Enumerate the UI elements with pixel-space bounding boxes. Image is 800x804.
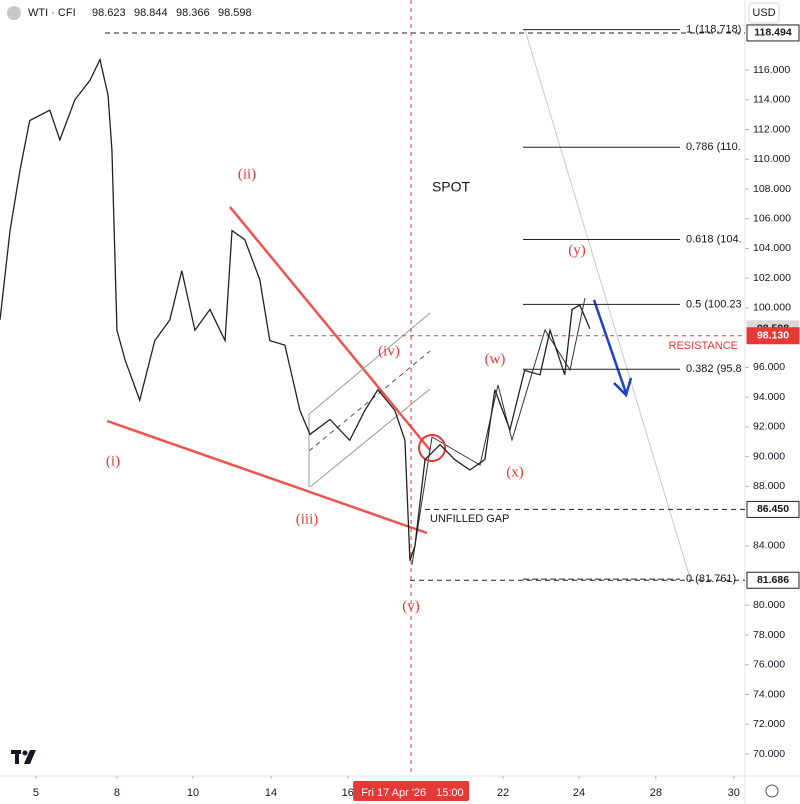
y-tick-label: 106.000	[753, 213, 791, 225]
y-tick-label: 88.000	[753, 480, 785, 492]
price-tag-label: 98.130	[757, 330, 789, 342]
drawings	[106, 29, 691, 579]
highlight-circle	[418, 434, 446, 462]
wave-label: (y)	[568, 242, 586, 258]
symbol-icon	[7, 6, 21, 20]
ohlc: 98.598	[218, 7, 252, 19]
y-tick-label: 70.000	[753, 748, 785, 760]
x-tick-label: 16	[342, 787, 354, 799]
y-tick-label: 90.000	[753, 450, 785, 462]
wave-label: (iii)	[296, 511, 319, 527]
y-tick-label: 110.000	[753, 153, 790, 165]
price-tag	[746, 24, 800, 42]
price-tag	[746, 571, 800, 589]
settings-icon[interactable]	[765, 784, 779, 798]
wave-label: (w)	[485, 351, 506, 367]
trendline	[106, 419, 428, 535]
fib-label: 0.382 (95.8	[686, 363, 742, 375]
logo	[11, 750, 36, 764]
x-tick-label: 22	[497, 787, 509, 799]
crosshair-tag	[353, 781, 470, 801]
y-tick-label: 100.000	[753, 302, 791, 314]
arrow-head	[613, 377, 633, 398]
wave-label: (v)	[402, 598, 420, 614]
y-tick-label: 92.000	[753, 421, 785, 433]
y-tick-label: 74.000	[753, 688, 785, 700]
annotation: RESISTANCE	[669, 340, 738, 352]
crosshair-time: 15:00	[436, 787, 464, 799]
y-tick-label: 104.000	[753, 242, 791, 254]
currency-box[interactable]	[748, 2, 780, 24]
y-tick-label: 116.000	[753, 64, 790, 76]
fib-label: 0.618 (104.	[686, 233, 742, 245]
y-tick-label: 76.000	[753, 659, 785, 671]
x-tick-label: 10	[187, 787, 199, 799]
y-tick-label: 114.000	[753, 94, 790, 106]
x-tick-label: 5	[33, 787, 39, 799]
price-tag-label: 81.686	[757, 574, 789, 586]
y-tick-label: 102.000	[753, 272, 791, 284]
channel-line	[307, 312, 431, 416]
wave-label: (x)	[506, 464, 524, 480]
fib-label: 1 (118.718)	[686, 24, 741, 36]
trendline	[229, 206, 431, 451]
y-tick-label: 72.000	[753, 718, 785, 730]
logo-part	[24, 750, 36, 764]
wave-label: (iv)	[378, 343, 400, 359]
annotation: SPOT	[432, 179, 471, 195]
fib-label: 0.786 (110.	[686, 141, 741, 153]
wave-label: (ii)	[238, 166, 256, 182]
x-tick-label: 28	[650, 787, 662, 799]
annotation: UNFILLED GAP	[430, 513, 509, 525]
y-tick-label: 78.000	[753, 629, 785, 641]
price-tag	[746, 327, 800, 345]
y-tick-label: 80.000	[753, 599, 785, 611]
channel-line	[308, 350, 431, 452]
arrow	[592, 299, 628, 394]
logo-part	[15, 750, 19, 764]
ohlc: 98.623	[92, 7, 126, 19]
symbol: WTI · CFI	[28, 7, 76, 19]
logo-part	[22, 750, 28, 756]
y-tick-label: 94.000	[753, 391, 785, 403]
fib-label: 0.5 (100.23	[686, 298, 742, 310]
x-tick-label: 8	[114, 787, 120, 799]
price-tag	[746, 500, 800, 518]
y-tick-label: 112.000	[753, 123, 790, 135]
y-tick-label: 96.000	[753, 361, 785, 373]
y-tick-label: 108.000	[753, 183, 791, 195]
channel-line	[309, 388, 431, 488]
y-tick-label: 84.000	[753, 540, 785, 552]
x-tick-label: 24	[573, 787, 585, 799]
crosshair-date: Fri 17 Apr '26	[361, 787, 426, 799]
ohlc: 98.366	[176, 7, 210, 19]
x-tick-label: 30	[728, 787, 740, 799]
ohlc: 98.844	[134, 7, 168, 19]
currency: USD	[752, 7, 775, 19]
fib-label: 0 (81.761)	[686, 573, 736, 585]
price-tag-label: 86.450	[757, 503, 789, 515]
wave-label: (i)	[106, 453, 120, 469]
x-tick-label: 14	[265, 787, 277, 799]
price-line	[0, 57, 591, 561]
price-tag-label: 118.494	[754, 27, 792, 39]
